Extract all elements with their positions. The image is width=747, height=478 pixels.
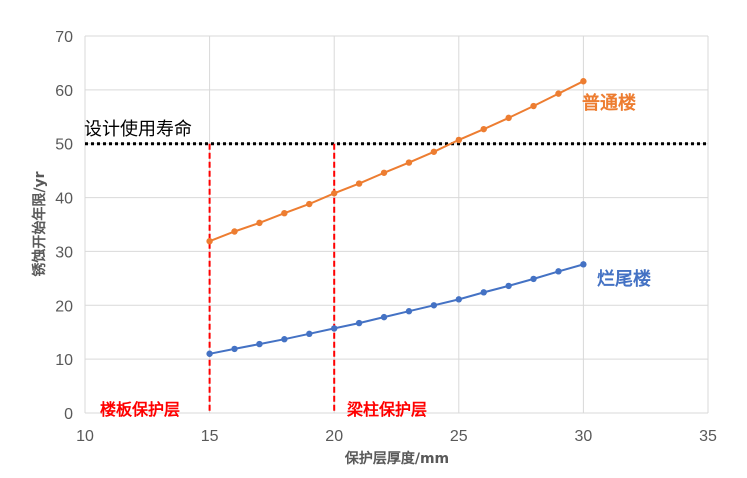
y-tick-label: 10 xyxy=(55,352,73,369)
data-point xyxy=(505,114,512,122)
x-tick-label: 25 xyxy=(450,428,468,445)
y-tick-label: 40 xyxy=(55,191,73,208)
beam-cover-label: 梁柱保护层 xyxy=(346,400,427,419)
data-point xyxy=(331,325,338,332)
data-point xyxy=(355,319,363,327)
data-point xyxy=(380,313,388,321)
data-point xyxy=(430,148,438,155)
data-point xyxy=(530,102,537,110)
x-tick-label: 35 xyxy=(699,428,717,445)
series-line-0 xyxy=(209,80,584,243)
data-point xyxy=(405,308,413,315)
y-axis-title: 锈蚀开始年限/yr xyxy=(31,171,48,276)
data-point xyxy=(281,336,288,343)
data-point xyxy=(206,350,213,357)
slab-cover-label: 楼板保护层 xyxy=(100,400,180,419)
series-label-unfinished: 烂尾楼 xyxy=(597,268,651,290)
data-point xyxy=(331,190,338,197)
series-label-normal: 普通楼 xyxy=(582,92,636,114)
data-point xyxy=(206,237,213,245)
data-point xyxy=(530,275,537,283)
data-point xyxy=(455,296,462,303)
data-point xyxy=(480,289,487,296)
data-point xyxy=(355,180,363,187)
x-tick-label: 10 xyxy=(76,428,94,445)
y-tick-label: 20 xyxy=(55,298,73,315)
data-point xyxy=(430,302,438,309)
y-axis-ticks: 0 10 20 30 40 50 60 70 xyxy=(55,29,73,423)
x-tick-label: 20 xyxy=(325,428,343,445)
y-tick-label: 70 xyxy=(55,29,73,46)
data-point xyxy=(256,340,263,348)
data-point xyxy=(256,219,263,227)
x-axis-ticks: 10 15 20 25 30 35 xyxy=(76,428,717,445)
x-tick-label: 15 xyxy=(201,428,219,445)
series-lines xyxy=(206,78,587,357)
data-point xyxy=(231,228,238,235)
y-tick-label: 60 xyxy=(55,83,73,100)
data-point xyxy=(505,282,512,290)
data-point xyxy=(405,159,413,166)
data-point xyxy=(580,78,587,85)
series-line-1 xyxy=(209,263,584,355)
x-tick-label: 30 xyxy=(575,428,593,445)
data-point xyxy=(306,330,313,338)
data-point xyxy=(231,345,238,353)
annotation-lines xyxy=(85,142,708,413)
data-point xyxy=(580,261,587,268)
x-axis-title: 保护层厚度/mm xyxy=(344,450,449,467)
y-tick-label: 0 xyxy=(64,406,73,423)
data-point xyxy=(480,125,487,133)
data-point xyxy=(380,169,388,176)
design-life-label: 设计使用寿命 xyxy=(84,119,192,140)
data-point xyxy=(281,209,288,217)
data-point xyxy=(555,268,562,275)
data-point xyxy=(455,136,462,144)
y-tick-label: 30 xyxy=(55,244,73,261)
y-tick-label: 50 xyxy=(55,137,73,154)
data-point xyxy=(306,200,313,208)
data-point xyxy=(555,90,562,97)
